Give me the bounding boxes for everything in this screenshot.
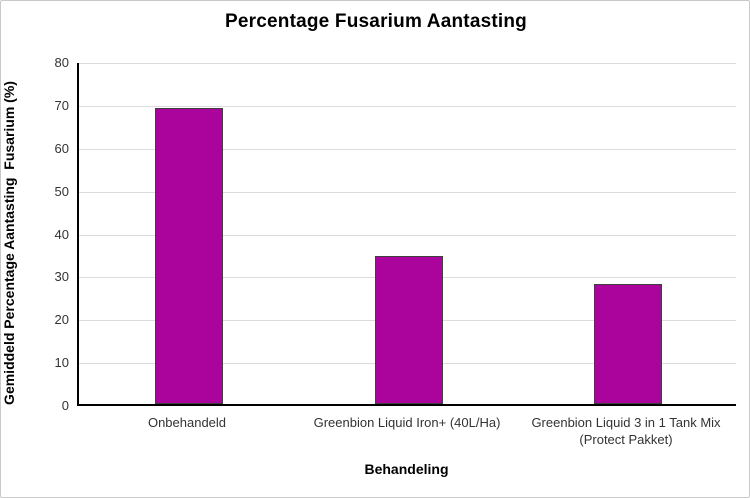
y-tick-label: 10 — [54, 355, 69, 370]
bar-3 — [594, 284, 662, 404]
x-category-label: Greenbion Liquid 3 in 1 Tank Mix (Protec… — [531, 415, 721, 447]
gridline — [79, 106, 736, 107]
y-tick-label: 60 — [54, 141, 69, 156]
x-category-label: Onbehandeld — [147, 415, 227, 430]
gridline — [79, 63, 736, 64]
bar-2 — [375, 256, 443, 404]
x-axis-title: Behandeling — [364, 461, 449, 477]
y-axis-title-text: Gemiddeld Percentage Aantasting Fusarium… — [1, 81, 17, 405]
gridline — [79, 192, 736, 193]
y-tick-label: 20 — [54, 312, 69, 327]
y-tick-label: 0 — [61, 398, 69, 413]
y-tick-label: 30 — [54, 269, 69, 284]
y-tick-label: 80 — [54, 55, 69, 70]
x-category-label: Greenbion Liquid Iron+ (40L/Ha) — [313, 415, 501, 430]
y-tick-label: 40 — [54, 227, 69, 242]
chart-title: Percentage Fusarium Aantasting — [225, 11, 527, 32]
gridline — [79, 235, 736, 236]
plot-area — [77, 63, 736, 406]
bar-1 — [155, 108, 223, 404]
gridline — [79, 149, 736, 150]
y-tick-label: 50 — [54, 184, 69, 199]
y-tick-label: 70 — [54, 98, 69, 113]
